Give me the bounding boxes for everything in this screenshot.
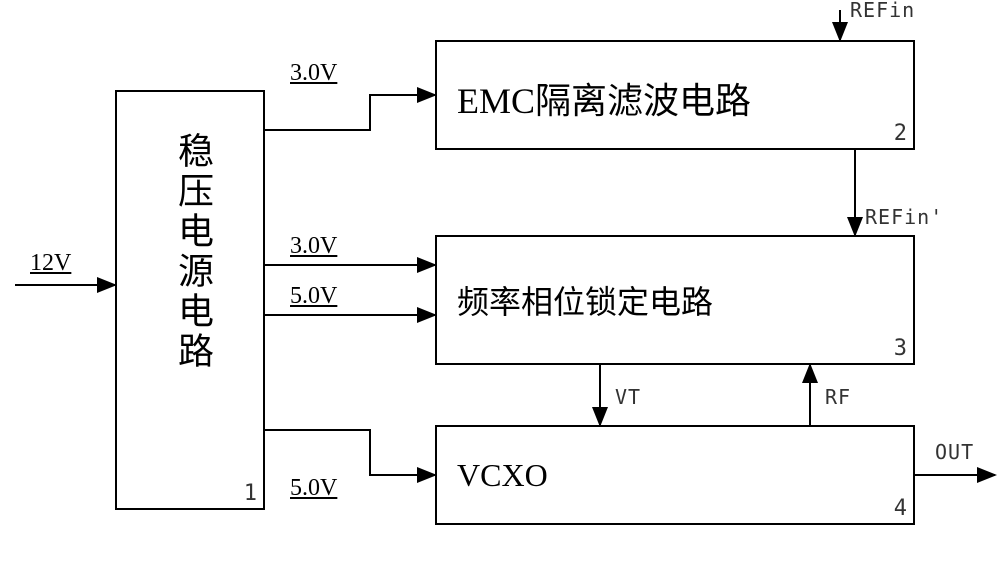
block-3-num: 3 xyxy=(894,336,907,361)
block-freq-phase-lock: 频率相位锁定电路 3 xyxy=(435,235,915,365)
block-vcxo: VCXO 4 xyxy=(435,425,915,525)
edge-3v-to-b3: 3.0V xyxy=(290,233,337,260)
edge-5v-to-b4: 5.0V xyxy=(290,475,337,502)
edge-3v-to-b2: 3.0V xyxy=(290,60,337,87)
sig-vt: VT xyxy=(615,385,641,409)
block-4-label: VCXO xyxy=(457,457,548,494)
block-4-num: 4 xyxy=(894,496,907,521)
block-emc-filter: EMC隔离滤波电路 2 xyxy=(435,40,915,150)
block-1-num: 1 xyxy=(244,481,257,506)
input-12v-label: 12V xyxy=(30,250,71,277)
sig-refin-mid: REFin' xyxy=(865,205,943,229)
block-2-num: 2 xyxy=(894,121,907,146)
block-1-label: 稳压电源电路 xyxy=(167,132,219,372)
sig-rf: RF xyxy=(825,385,851,409)
sig-out: OUT xyxy=(935,440,974,464)
block-3-label: 频率相位锁定电路 xyxy=(457,277,713,323)
diagram-canvas: 稳压电源电路 1 EMC隔离滤波电路 2 频率相位锁定电路 3 VCXO 4 1… xyxy=(0,0,1000,572)
block-power-regulator: 稳压电源电路 1 xyxy=(115,90,265,510)
sig-refin-top: REFin xyxy=(850,0,915,22)
edge-5v-to-b3: 5.0V xyxy=(290,283,337,310)
block-2-label: EMC隔离滤波电路 xyxy=(457,72,751,124)
